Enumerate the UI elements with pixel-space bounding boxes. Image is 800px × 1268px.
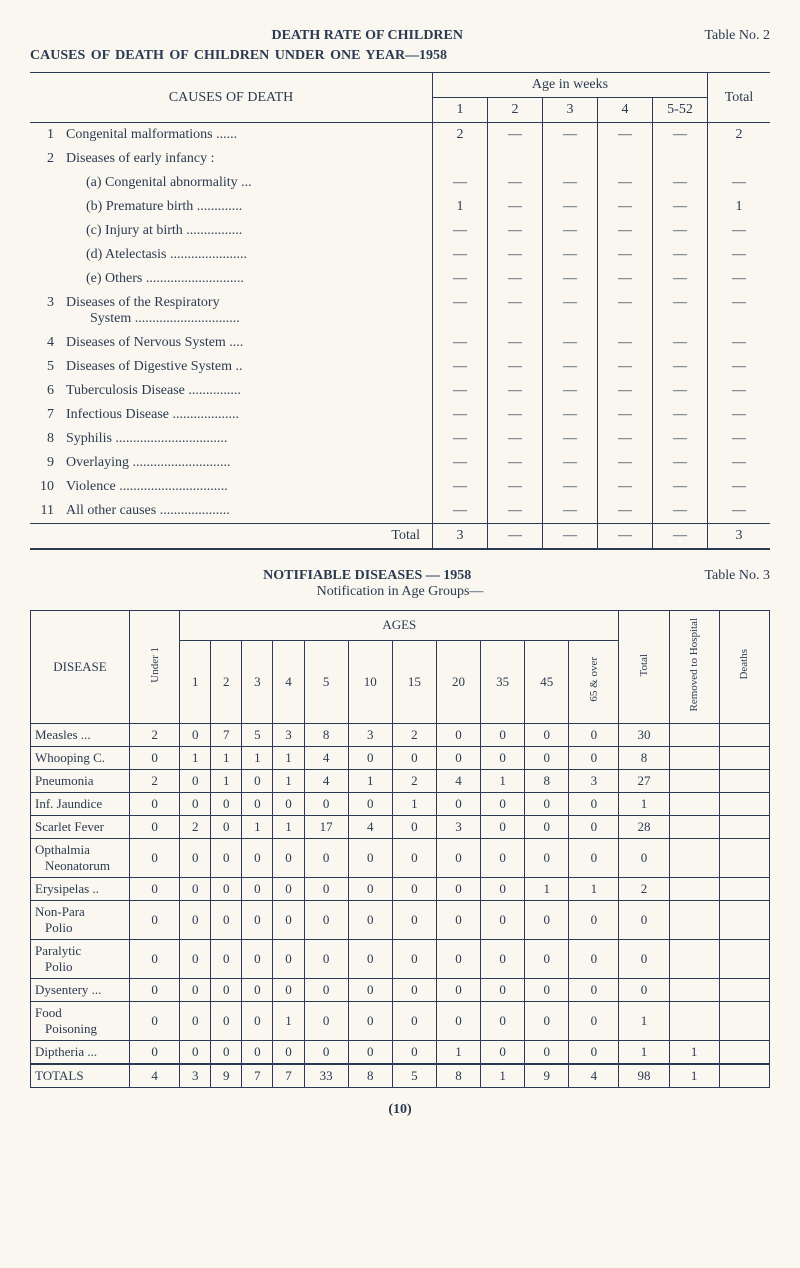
page-number: (10) — [30, 1102, 770, 1118]
age-col-20: 20 — [436, 640, 480, 723]
table-row: Diptheria ...00000000100011 — [31, 1040, 770, 1064]
table-row: Non-ParaPolio0000000000000 — [31, 900, 770, 939]
table-row: Scarlet Fever020111740300028 — [31, 815, 770, 838]
table-row: 4Diseases of Nervous System ....—————— — [30, 331, 770, 355]
total-header-2: Total — [636, 650, 652, 680]
table-row: 11All other causes ....................—… — [30, 499, 770, 524]
notifiable-diseases-table: DISEASE Under 1 AGES Total Removed to Ho… — [30, 610, 770, 1088]
table-row: 5Diseases of Digestive System ..—————— — [30, 355, 770, 379]
age-col-45: 45 — [525, 640, 569, 723]
age-col-10: 10 — [348, 640, 392, 723]
age-col-4: 4 — [598, 98, 653, 123]
table-row: Pneumonia20101412418327 — [31, 769, 770, 792]
table-row: (d) Atelectasis ......................——… — [30, 243, 770, 267]
table-row: (a) Congenital abnormality ...—————— — [30, 171, 770, 195]
table-row: OpthalmiaNeonatorum0000000000000 — [31, 838, 770, 877]
table-row: 1Congenital malformations ......2————2 — [30, 123, 770, 148]
age-col-65&over: 65 & over — [569, 640, 619, 723]
age-col-3: 3 — [543, 98, 598, 123]
totals-row: TOTALS4397733858194981 — [31, 1064, 770, 1088]
total-row: Total3————3 — [30, 524, 770, 550]
table-row: Whooping C.0111140000008 — [31, 746, 770, 769]
main-title: DEATH RATE OF CHILDREN — [272, 28, 463, 44]
table-row: 3Diseases of the RespiratorySystem .....… — [30, 291, 770, 331]
age-col-5: 5 — [304, 640, 348, 723]
disease-header: DISEASE — [31, 611, 130, 724]
age-in-weeks-header: Age in weeks — [433, 73, 708, 98]
table-row: (e) Others ............................—… — [30, 267, 770, 291]
notifiable-subtitle: Notification in Age Groups— — [317, 584, 484, 599]
table-row: 10Violence .............................… — [30, 475, 770, 499]
table-row: (b) Premature birth .............1————1 — [30, 195, 770, 219]
notifiable-caption: Table No. 3 NOTIFIABLE DISEASES — 1958 N… — [30, 568, 770, 600]
age-col-4: 4 — [273, 640, 304, 723]
death-rate-table: CAUSES OF DEATH Age in weeks Total 12345… — [30, 72, 770, 550]
table-number-1: Table No. 2 — [704, 28, 770, 44]
under-1-header: Under 1 — [147, 643, 163, 687]
subtitle-1: CAUSES OF DEATH OF CHILDREN UNDER ONE YE… — [30, 48, 770, 64]
table-number-2: Table No. 3 — [704, 568, 770, 584]
ages-header: AGES — [180, 611, 619, 641]
table-row: 9Overlaying ............................… — [30, 451, 770, 475]
table-row: Measles ...20753832000030 — [31, 723, 770, 746]
age-col-5-52: 5-52 — [653, 98, 708, 123]
table-row: 6Tuberculosis Disease ...............———… — [30, 379, 770, 403]
table-row: (c) Injury at birth ................————… — [30, 219, 770, 243]
age-col-15: 15 — [392, 640, 436, 723]
table-row: 2Diseases of early infancy : — [30, 147, 770, 171]
table-row: FoodPoisoning0000100000001 — [31, 1001, 770, 1040]
age-col-1: 1 — [180, 640, 211, 723]
age-col-2: 2 — [211, 640, 242, 723]
age-col-35: 35 — [481, 640, 525, 723]
notifiable-title: NOTIFIABLE DISEASES — 1958 — [263, 568, 471, 583]
table-row: 8Syphilis ..............................… — [30, 427, 770, 451]
removed-header: Removed to Hospital — [686, 614, 702, 716]
table-row: Dysentery ...0000000000000 — [31, 978, 770, 1001]
total-header: Total — [708, 73, 771, 123]
title-line-1: DEATH RATE OF CHILDREN Table No. 2 — [30, 28, 770, 44]
table-row: Erysipelas ..0000000000112 — [31, 877, 770, 900]
table-row: Inf. Jaundice0000000100001 — [31, 792, 770, 815]
age-col-1: 1 — [433, 98, 488, 123]
causes-of-death-header: CAUSES OF DEATH — [30, 73, 433, 123]
deaths-header: Deaths — [736, 645, 752, 684]
table-row: 7Infectious Disease ...................—… — [30, 403, 770, 427]
age-col-2: 2 — [488, 98, 543, 123]
age-col-3: 3 — [242, 640, 273, 723]
table-row: ParalyticPolio0000000000000 — [31, 939, 770, 978]
